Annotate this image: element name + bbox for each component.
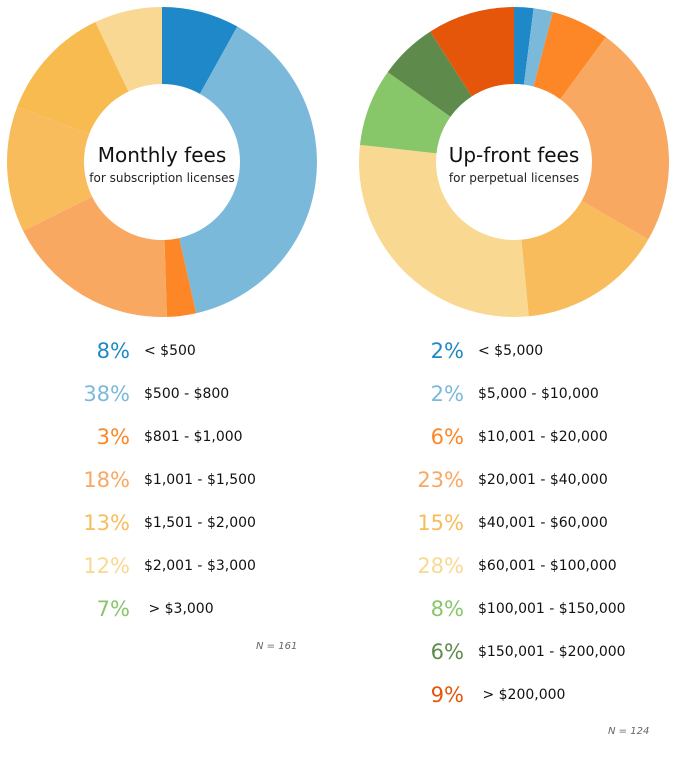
donut-slice — [523, 8, 553, 87]
legend-label: $801 - $1,000 — [144, 429, 243, 445]
donut-slice — [430, 6, 514, 97]
legend-label: $150,001 - $200,000 — [478, 644, 626, 660]
donut-slice — [95, 7, 162, 92]
donut-slice — [560, 37, 669, 240]
legend-item: 13% $1,501 - $2,000 — [40, 508, 256, 538]
donut-slice — [23, 196, 167, 317]
legend-item: 3% $801 - $1,000 — [40, 422, 243, 452]
legend-item: 12% $2,001 - $3,000 — [40, 551, 256, 581]
legend-percent: 15% — [417, 511, 464, 535]
legend-item: 8% < $500 — [40, 336, 196, 366]
donut-slice — [521, 201, 649, 317]
legend-percent: 18% — [83, 468, 130, 492]
donut-slice — [6, 106, 93, 231]
legend-item: 6% $10,001 - $20,000 — [374, 422, 608, 452]
donut-chart-0 — [6, 7, 317, 317]
legend-item: 7% > $3,000 — [40, 594, 214, 624]
legend-label: $40,001 - $60,000 — [478, 515, 608, 531]
donut-slice — [387, 31, 472, 117]
legend-item: 15% $40,001 - $60,000 — [374, 508, 608, 538]
legend-item: 8% $100,001 - $150,000 — [374, 594, 626, 624]
legend-label: < $5,000 — [478, 343, 544, 359]
sample-size-note: N = 124 — [608, 726, 650, 737]
donut-chart-1 — [358, 6, 669, 317]
legend-label: > $200,000 — [478, 687, 566, 703]
donut-slice — [17, 22, 129, 135]
legend-label: $60,001 - $100,000 — [478, 558, 617, 574]
donut-slice — [162, 7, 238, 94]
chart-title: Monthly fees — [97, 143, 227, 167]
legend-percent: 6% — [430, 640, 464, 664]
legend-label: $2,001 - $3,000 — [144, 558, 256, 574]
legend-percent: 2% — [430, 339, 464, 363]
chart-title: Up-front fees — [448, 143, 580, 167]
legend-label: $500 - $800 — [144, 386, 230, 402]
legend-item: 38% $500 - $800 — [40, 379, 229, 409]
legend-item: 6% $150,001 - $200,000 — [374, 637, 626, 667]
legend-label: $1,501 - $2,000 — [144, 515, 256, 531]
legend-label: $20,001 - $40,000 — [478, 472, 608, 488]
legend-percent: 9% — [430, 683, 464, 707]
legend-percent: 28% — [417, 554, 464, 578]
donut-slice — [514, 7, 534, 85]
legend-percent: 23% — [417, 468, 464, 492]
chart-subtitle: for perpetual licenses — [448, 171, 580, 185]
legend-percent: 3% — [96, 425, 130, 449]
legend-percent: 12% — [83, 554, 130, 578]
donut-slice — [358, 144, 529, 317]
legend-label: > $3,000 — [144, 601, 214, 617]
legend-label: $1,001 - $1,500 — [144, 472, 256, 488]
donut-slice — [179, 26, 317, 314]
legend-item: 28% $60,001 - $100,000 — [374, 551, 617, 581]
legend-percent: 2% — [430, 382, 464, 406]
legend-percent: 38% — [83, 382, 130, 406]
legend-percent: 6% — [430, 425, 464, 449]
legend-percent: 8% — [96, 339, 130, 363]
chart-subtitle: for subscription licenses — [89, 171, 235, 185]
legend-label: < $500 — [144, 343, 196, 359]
legend-label: $10,001 - $20,000 — [478, 429, 608, 445]
sample-size-note: N = 161 — [256, 641, 298, 652]
legend-item: 9% > $200,000 — [374, 680, 566, 710]
donut-slice — [533, 11, 606, 100]
donut-slice — [359, 72, 451, 154]
legend-item: 2% < $5,000 — [374, 336, 544, 366]
legend-item: 23% $20,001 - $40,000 — [374, 465, 608, 495]
legend-percent: 7% — [96, 597, 130, 621]
legend-percent: 13% — [83, 511, 130, 535]
legend-item: 18% $1,001 - $1,500 — [40, 465, 256, 495]
legend-percent: 8% — [430, 597, 464, 621]
donut-slice — [164, 238, 197, 317]
legend-label: $100,001 - $150,000 — [478, 601, 626, 617]
legend-label: $5,000 - $10,000 — [478, 386, 599, 402]
legend-item: 2% $5,000 - $10,000 — [374, 379, 599, 409]
